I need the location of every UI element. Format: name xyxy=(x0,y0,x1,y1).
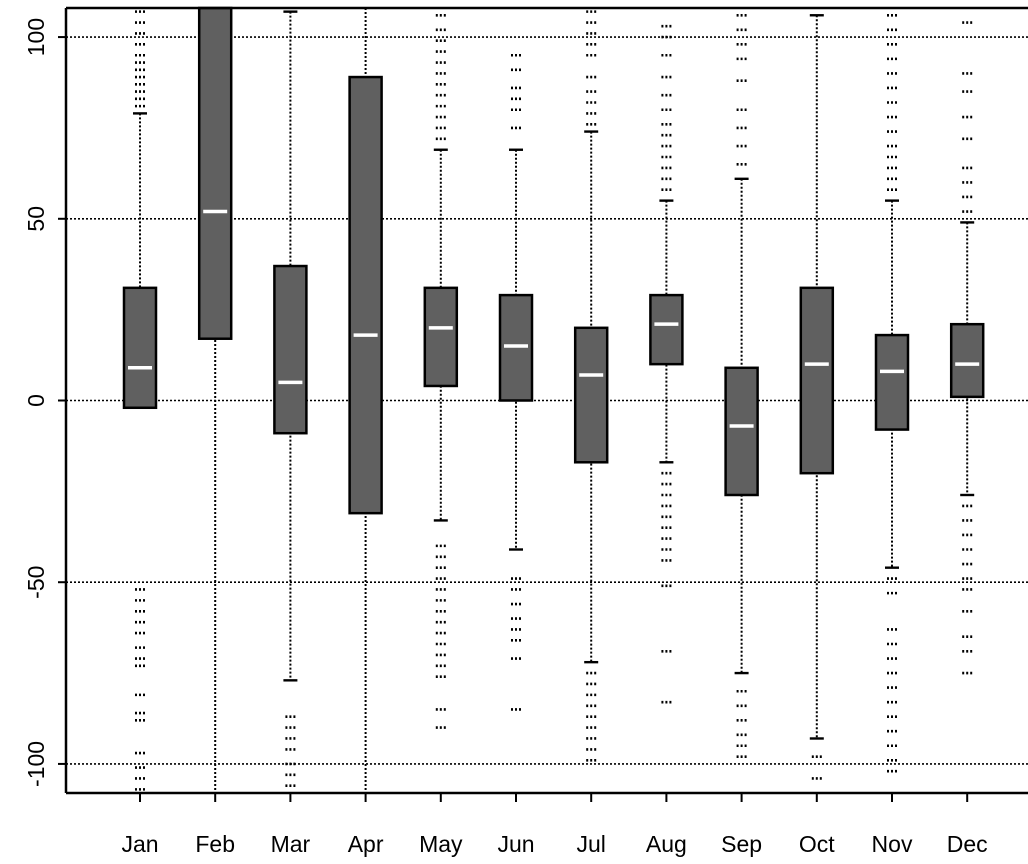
x-tick-label-Nov: Nov xyxy=(872,831,913,857)
x-tick-label-Oct: Oct xyxy=(799,831,835,857)
y-tick-label: 100 xyxy=(23,18,49,56)
x-tick-label-Apr: Apr xyxy=(348,831,384,857)
box-Jun xyxy=(498,293,534,402)
x-tick-label-May: May xyxy=(419,831,463,857)
box-Dec xyxy=(949,322,985,399)
box-layer xyxy=(122,6,985,515)
x-tick-label-Dec: Dec xyxy=(947,831,988,857)
x-tick-label-Mar: Mar xyxy=(271,831,311,857)
y-tick-label: -100 xyxy=(23,741,49,787)
box-Nov xyxy=(874,333,910,431)
box-Oct xyxy=(799,286,835,475)
y-tick-label: 0 xyxy=(23,394,49,407)
y-tick-label: 50 xyxy=(23,206,49,232)
x-tick-label-Jan: Jan xyxy=(121,831,158,857)
box-Jul xyxy=(573,326,609,464)
box-Apr xyxy=(348,75,383,515)
box-Jan xyxy=(122,286,158,410)
outlier-layer xyxy=(135,10,973,791)
x-tick-label-Sep: Sep xyxy=(721,831,762,857)
axis-layer: -100 -50 0 50 100 Jan Feb Mar Apr May Jun Jul Aug Sep… xyxy=(23,6,1028,857)
box-Sep xyxy=(724,366,759,497)
box-May xyxy=(423,286,459,388)
x-tick-label-Jun: Jun xyxy=(497,831,534,857)
y-tick-label: -50 xyxy=(23,566,49,599)
box-Feb xyxy=(197,6,233,340)
x-tick-label-Feb: Feb xyxy=(195,831,235,857)
x-tick-label-Aug: Aug xyxy=(646,831,687,857)
box-Mar xyxy=(273,264,308,435)
x-tick-label-Jul: Jul xyxy=(576,831,605,857)
box-Aug xyxy=(649,293,684,366)
